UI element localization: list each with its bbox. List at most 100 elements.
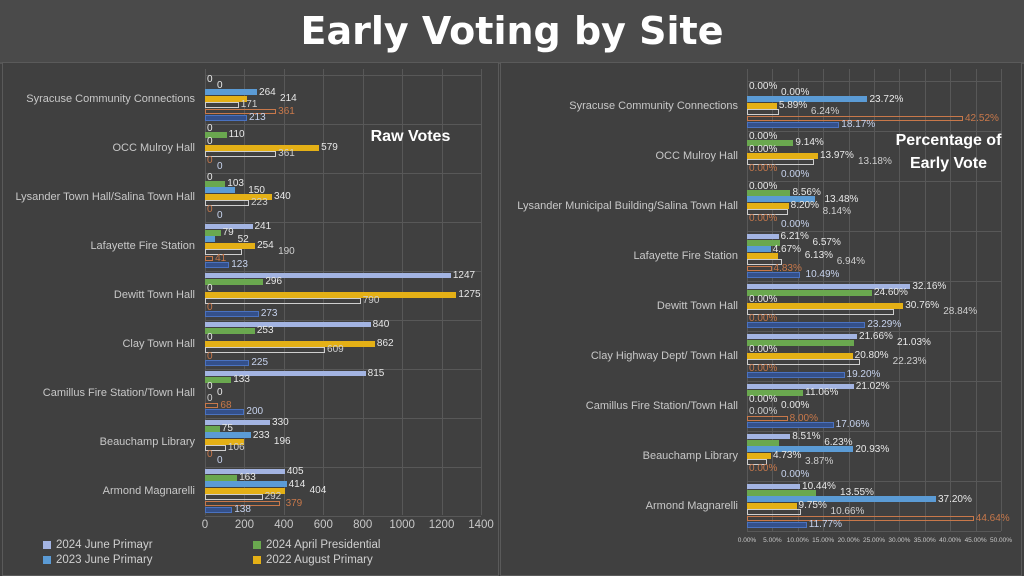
bar — [205, 95, 248, 102]
data-label: 0 — [207, 135, 213, 147]
bar — [747, 115, 963, 122]
bar — [205, 144, 320, 151]
bar — [205, 223, 253, 230]
bar — [747, 102, 777, 109]
data-label: 404 — [309, 485, 327, 496]
bar — [205, 279, 264, 285]
data-label: 44.64% — [975, 512, 1010, 524]
category-gridline — [205, 417, 481, 419]
bar — [747, 459, 767, 465]
data-label: 8.51% — [792, 430, 821, 442]
data-label: 37.20% — [937, 493, 972, 505]
x-tick-label: 40.00% — [939, 537, 962, 544]
bar — [747, 322, 866, 328]
data-label: 32.16% — [912, 280, 947, 292]
category-gridline — [747, 381, 1001, 382]
legend-item: 2022 August Primary — [253, 552, 473, 567]
bar — [747, 422, 834, 428]
raw-votes-panel: 0 200 400 600 800 1000 1200 1400 Syracuse Commun… — [2, 62, 499, 576]
page-title: Early Voting by Site — [300, 9, 724, 53]
legend-label: 2023 June Primary — [56, 553, 153, 566]
bar — [747, 196, 816, 203]
gridline — [772, 69, 774, 531]
data-label: 233 — [252, 429, 270, 441]
data-label: 0.00% — [749, 143, 778, 155]
data-label: 4.67% — [772, 243, 802, 255]
legend-item: 2023 June Primary — [43, 552, 243, 567]
data-label: 0.00% — [749, 80, 778, 92]
data-label: 0 — [207, 393, 213, 405]
bar — [747, 502, 797, 509]
bar — [747, 452, 772, 459]
percentage-panel: 0.00% 5.00% 10.00% 15.00% 20.00% 25.00% 30.00%… — [500, 62, 1022, 576]
x-tick-label: 10.00% — [786, 537, 809, 544]
data-label: 0.00% — [749, 312, 778, 324]
category-label: Lafayette Fire Station — [633, 250, 738, 262]
data-label: 110 — [228, 129, 245, 141]
bar — [205, 200, 249, 206]
bar — [747, 122, 840, 128]
category-gridline — [747, 131, 1001, 132]
bar — [205, 89, 258, 96]
data-label: 254 — [257, 240, 274, 251]
data-label: 0 — [207, 331, 213, 343]
data-label: 1275 — [458, 289, 481, 300]
bar — [747, 159, 814, 165]
category-gridline — [747, 431, 1001, 432]
data-label: 22.23% — [892, 356, 927, 368]
data-label: 0 — [217, 210, 223, 222]
bar — [205, 438, 244, 445]
data-label: 8.14% — [822, 206, 851, 218]
percentage-title: Percentage of Early Vote — [895, 132, 1002, 172]
bar — [747, 383, 854, 390]
x-tick-label: 45.00% — [964, 537, 987, 544]
x-tick-label: 600 — [313, 519, 333, 531]
x-tick-label: 30.00% — [888, 537, 911, 544]
data-label: 10.44% — [802, 480, 836, 492]
data-label: 0 — [207, 448, 213, 460]
data-label: 13.18% — [857, 156, 892, 168]
bar — [205, 500, 280, 507]
bar — [747, 309, 894, 315]
data-label: 150 — [248, 184, 265, 196]
bar — [747, 496, 936, 503]
bar — [205, 432, 251, 439]
x-tick-label: 0.00% — [737, 537, 757, 544]
data-label: 0.00% — [749, 343, 778, 355]
bar — [205, 347, 326, 353]
gridline — [975, 69, 977, 531]
bar — [747, 372, 845, 378]
data-label: 5.89% — [778, 100, 808, 111]
category-gridline — [747, 531, 1001, 532]
data-label: 0 — [207, 122, 213, 134]
bar — [747, 515, 974, 522]
data-label: 340 — [274, 191, 291, 202]
data-label: 296 — [265, 276, 283, 288]
data-label: 225 — [251, 357, 269, 369]
bar — [747, 259, 783, 265]
data-label: 9.14% — [795, 137, 824, 149]
bar — [747, 340, 854, 346]
gridline — [481, 69, 482, 515]
bar — [205, 151, 277, 157]
bar — [205, 426, 220, 432]
data-label: 68 — [220, 399, 232, 411]
x-tick-label: 35.00% — [913, 537, 936, 544]
category-label: Lafayette Fire Station — [90, 240, 195, 252]
bar — [747, 446, 854, 453]
data-label: 0.00% — [781, 469, 810, 481]
data-label: 0 — [207, 350, 213, 362]
data-label: 20.93% — [855, 443, 890, 455]
data-label: 0 — [207, 73, 213, 85]
bar — [747, 359, 860, 365]
data-label: 815 — [367, 367, 385, 379]
data-label: 414 — [288, 478, 306, 490]
data-label: 6.13% — [804, 250, 834, 261]
data-label: 79 — [222, 227, 234, 239]
category-gridline — [747, 481, 1001, 482]
bar — [747, 415, 788, 422]
category-label: Syracuse Community Connections — [26, 93, 195, 105]
data-label: 41 — [215, 252, 227, 264]
data-label: 20.80% — [854, 350, 889, 361]
data-label: 609 — [327, 344, 344, 356]
